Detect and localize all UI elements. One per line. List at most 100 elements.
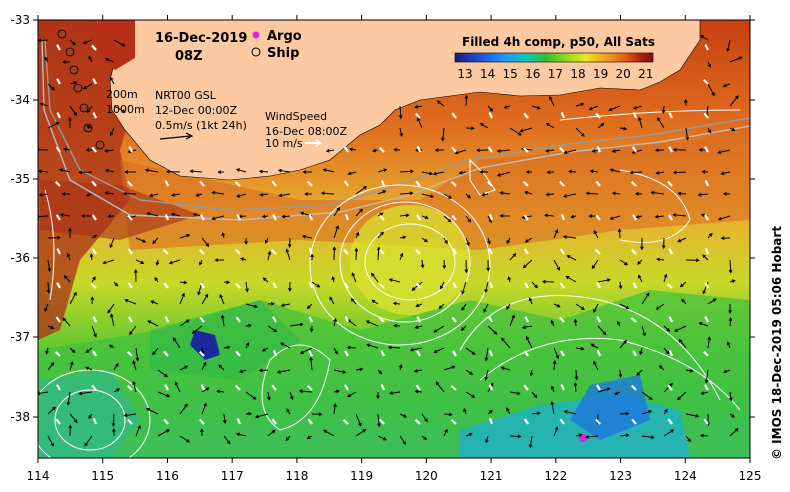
- current-arrowhead: [536, 105, 541, 110]
- current-arrow: [105, 149, 115, 152]
- wind-arrow: [704, 316, 709, 323]
- wind-arrow: [55, 418, 61, 425]
- current-arrowhead: [674, 328, 678, 332]
- current-arrowhead: [393, 147, 398, 152]
- current-arrowhead: [85, 193, 90, 197]
- current-arrow: [113, 105, 126, 113]
- current-arrowhead: [336, 206, 340, 211]
- current-arrowhead: [471, 394, 476, 398]
- current-arrow: [83, 83, 93, 90]
- current-arrow: [461, 281, 467, 294]
- current-arrow: [201, 403, 207, 415]
- current-arrow: [531, 281, 538, 288]
- current-arrowhead: [635, 214, 640, 219]
- current-arrowhead: [728, 309, 732, 314]
- current-arrowhead: [333, 402, 337, 407]
- current-arrowhead: [458, 170, 463, 175]
- current-arrowhead: [735, 95, 739, 100]
- current-arrowhead: [448, 412, 453, 417]
- current-arrowhead: [299, 350, 304, 354]
- current-arrow: [435, 381, 445, 393]
- current-arrowhead: [299, 211, 304, 216]
- x-tick-label: 121: [480, 469, 503, 483]
- current-arrow: [656, 171, 665, 174]
- current-arrow: [442, 127, 445, 141]
- current-arrowhead: [285, 248, 290, 253]
- wind-arrow: [415, 248, 421, 255]
- current-arrow: [132, 360, 137, 371]
- wind-arrow: [378, 282, 385, 289]
- current-arrowhead: [611, 149, 616, 153]
- current-arrowhead: [88, 55, 92, 60]
- current-arrow: [575, 369, 578, 380]
- current-arrow: [630, 171, 643, 174]
- current-arrow: [589, 105, 599, 110]
- current-arrowhead: [580, 133, 585, 137]
- current-arrowhead: [695, 414, 700, 418]
- current-arrowhead: [245, 342, 250, 347]
- current-arrowhead: [66, 401, 71, 406]
- current-arrowhead: [371, 299, 376, 304]
- wind-arrow: [56, 384, 61, 391]
- wind-vectors: [54, 44, 710, 425]
- current-arrowhead: [448, 195, 453, 199]
- current-arrow: [417, 117, 423, 129]
- wind-arrow: [235, 248, 241, 255]
- current-arrowhead: [358, 422, 362, 427]
- wind-arrow: [523, 418, 529, 425]
- wind-arrow: [631, 248, 637, 255]
- current-arrowhead: [59, 213, 64, 217]
- current-arrow: [38, 391, 49, 395]
- current-arrow: [333, 347, 338, 354]
- current-arrowhead: [563, 410, 568, 414]
- current-arrowhead: [346, 345, 351, 350]
- current-arrow: [700, 434, 709, 437]
- current-arrow: [223, 435, 231, 444]
- current-arrowhead: [624, 261, 629, 266]
- current-arrow: [421, 413, 428, 422]
- current-arrow: [192, 325, 203, 334]
- current-arrow: [69, 413, 78, 423]
- current-arrow: [91, 325, 97, 337]
- current-arrow: [289, 323, 303, 327]
- current-arrowhead: [574, 376, 579, 381]
- wind-arrow: [488, 350, 494, 357]
- wind-arrow: [307, 180, 313, 187]
- current-arrowhead: [650, 435, 655, 440]
- current-arrowhead: [611, 191, 616, 196]
- current-arrow: [549, 96, 555, 107]
- wind-arrow: [450, 385, 457, 391]
- current-arrow: [415, 390, 423, 393]
- current-arrowhead: [468, 432, 473, 437]
- wind-arrow: [595, 384, 601, 391]
- current-arrow: [680, 281, 687, 287]
- x-tick-label: 116: [156, 469, 179, 483]
- current-arrowhead: [707, 129, 712, 134]
- x-tick-label: 124: [674, 469, 697, 483]
- current-arrowhead: [248, 323, 253, 328]
- current-arrowhead: [717, 216, 722, 221]
- current-arrow: [399, 127, 403, 137]
- wind-arrow: [270, 249, 277, 255]
- current-arrowhead: [309, 356, 313, 361]
- current-arrow: [641, 325, 646, 336]
- colorbar-tick-label: 14: [480, 67, 495, 81]
- current-arrowhead: [584, 435, 589, 439]
- current-arrow: [179, 435, 190, 443]
- current-arrowhead: [484, 439, 489, 444]
- current-arrowhead: [325, 148, 330, 153]
- current-arrowhead: [239, 369, 244, 374]
- current-arrow: [245, 281, 248, 292]
- current-arrow: [69, 361, 73, 371]
- current-arrowhead: [608, 107, 613, 112]
- current-arrow: [47, 435, 54, 447]
- current-arrow: [485, 435, 489, 443]
- current-arrowhead: [507, 276, 512, 281]
- current-arrow: [399, 192, 413, 195]
- current-arrow: [480, 123, 489, 129]
- current-arrowhead: [166, 393, 171, 398]
- wind-title-label: WindSpeed: [265, 110, 327, 123]
- current-arrowhead: [164, 373, 168, 378]
- wind-arrow: [343, 248, 349, 255]
